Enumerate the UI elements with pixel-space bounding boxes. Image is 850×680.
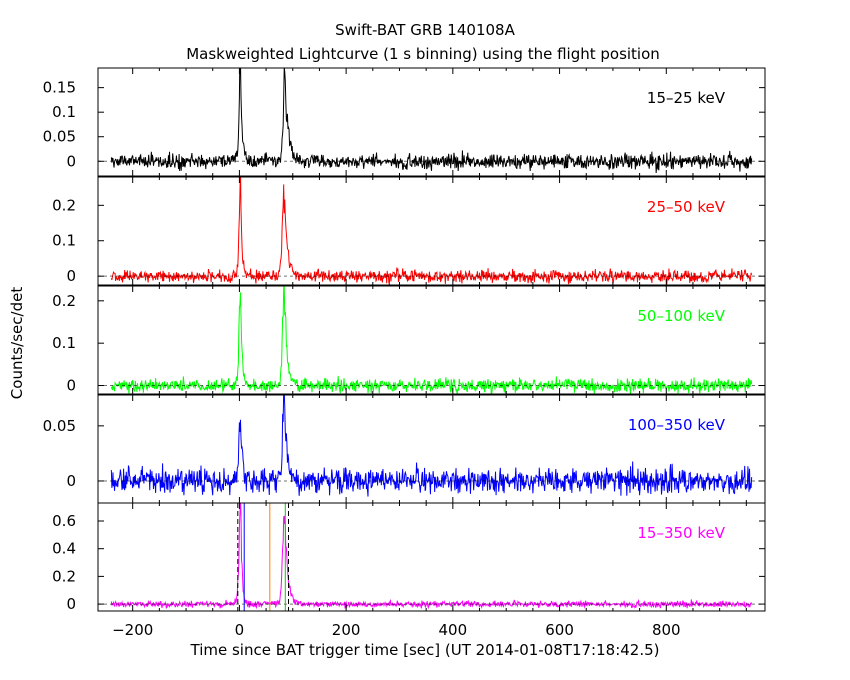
y-axis-label: Counts/sec/det [8, 287, 26, 400]
chart-subtitle: Maskweighted Lightcurve (1 s binning) us… [186, 45, 660, 63]
x-tick-label: 600 [545, 621, 574, 639]
y-tick-label: 0.15 [43, 79, 76, 97]
y-tick-label: 0.1 [52, 334, 76, 352]
y-tick-label: 0.05 [43, 128, 76, 146]
series-line [110, 68, 753, 173]
panel-frame [97, 285, 766, 395]
panel-frame [97, 502, 766, 612]
x-tick-label: 800 [652, 621, 681, 639]
panel-25-50-kev: 0 0.1 0.2 25–50 keV [52, 176, 766, 286]
y-tick-label: 0 [66, 152, 76, 170]
chart-title: Swift-BAT GRB 140108A [335, 21, 515, 39]
panel-15-25-kev: 0 0.05 0.1 0.15 15–25 keV [43, 67, 766, 177]
y-tick-label: 0.4 [52, 540, 76, 558]
x-tick-label: 0 [235, 621, 245, 639]
x-tick-label: −200 [112, 621, 153, 639]
y-tick-label: 0.2 [52, 292, 76, 310]
y-tick-label: 0.05 [43, 417, 76, 435]
y-tick-label: 0.2 [52, 196, 76, 214]
y-tick-label: 0 [66, 595, 76, 613]
band-label: 25–50 keV [647, 198, 726, 216]
x-axis-label: Time since BAT trigger time [sec] (UT 20… [190, 641, 660, 659]
y-tick-label: 0.1 [52, 232, 76, 250]
band-label: 100–350 keV [628, 416, 726, 434]
y-tick-label: 0 [66, 472, 76, 490]
y-tick-label: 0 [66, 377, 76, 395]
band-label: 50–100 keV [637, 307, 725, 325]
panel-frame [97, 176, 766, 286]
band-label: 15–350 keV [637, 524, 725, 542]
panel-frame [97, 67, 766, 177]
panels-layer: 0 0.05 0.1 0.15 15–25 keV 0 0.1 0.2 25–50 keV 0 0.… [43, 67, 766, 639]
y-tick-label: 0.6 [52, 512, 76, 530]
x-tick-label: 200 [332, 621, 361, 639]
panel-100-350-kev: 0 0.05 100–350 keV [43, 394, 766, 504]
band-label: 15–25 keV [647, 89, 726, 107]
y-tick-label: 0 [66, 267, 76, 285]
series-line [110, 177, 753, 285]
x-tick-label: 400 [439, 621, 468, 639]
y-tick-label: 0.2 [52, 567, 76, 585]
panel-50-100-kev: 0 0.1 0.2 50–100 keV [52, 285, 766, 395]
series-line [110, 286, 753, 394]
y-tick-label: 0.1 [52, 103, 76, 121]
series-line [110, 503, 753, 610]
panel-15-350-kev: 0 0.2 0.4 0.6 15–350 keV [52, 502, 766, 613]
